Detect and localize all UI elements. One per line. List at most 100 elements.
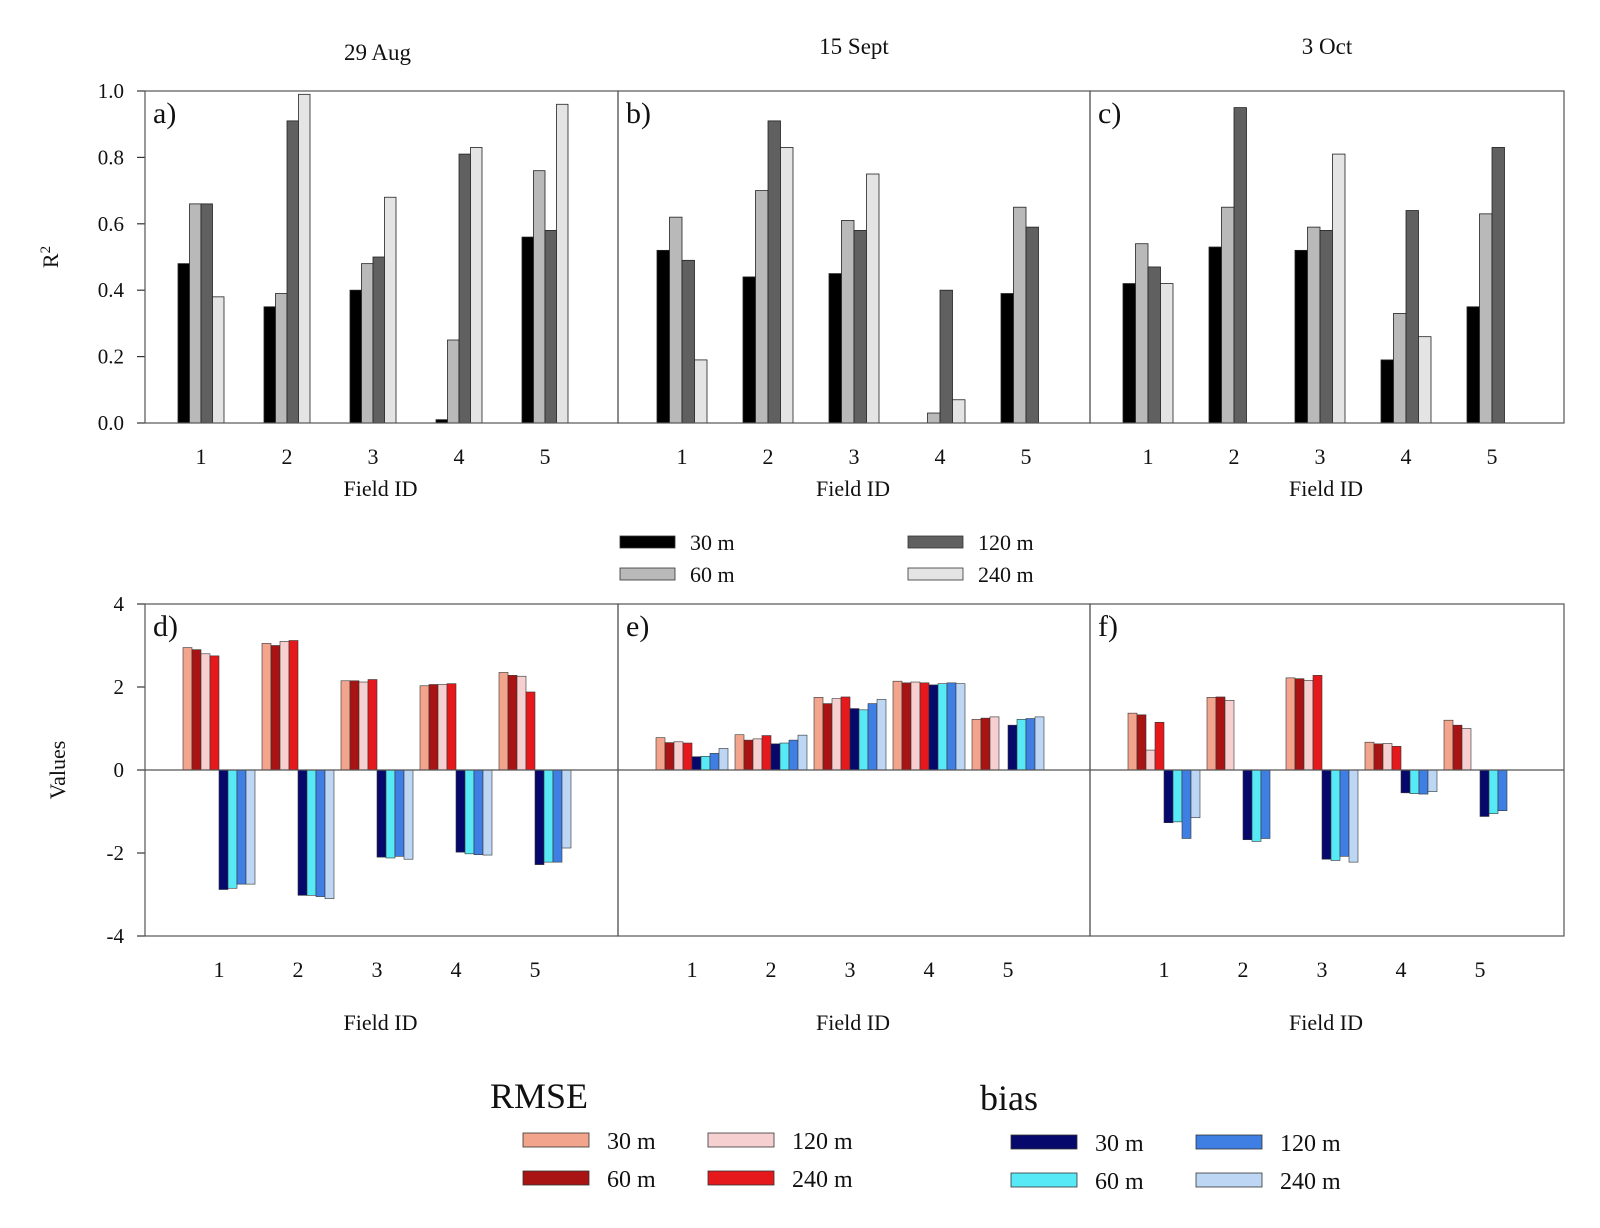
bias-bar-f-f1-240m: [1190, 769, 1201, 819]
r2-bar-c-f5-60m: [1479, 213, 1493, 424]
rmse-bar-e-f2-120m: [752, 738, 763, 771]
bias-bar-d-f2-30m: [297, 769, 308, 896]
bias-legend-swatch: [1195, 1172, 1263, 1188]
values-xtick-label: 5: [1475, 957, 1486, 982]
bias-bar-d-f2-60m: [306, 769, 317, 896]
r2-legend-swatch: [619, 567, 676, 581]
r2-bar-a-f3-120m: [372, 256, 385, 424]
r2-bar-a-f2-30m: [263, 306, 276, 424]
r2-bar-c-f4-120m: [1405, 210, 1419, 424]
values-xtick-label: 1: [687, 957, 698, 982]
bias-bar-e-f2-240m: [797, 734, 808, 771]
r2-xtick-label: 4: [935, 444, 946, 469]
r2-bar-c-f3-60m: [1307, 226, 1321, 424]
r2-xtick-label: 2: [763, 444, 774, 469]
rmse-bar-e-f3-240m: [840, 696, 851, 771]
r2-xtick-label: 4: [1401, 444, 1412, 469]
r2-bar-c-f4-30m: [1380, 359, 1394, 424]
rmse-bar-f-f4-240m: [1391, 746, 1402, 771]
r2-bar-c-f1-60m: [1135, 243, 1149, 424]
panel-label: e): [626, 610, 649, 643]
r2-bar-b-f5-30m: [1000, 293, 1014, 424]
r2-xtick-label: 2: [1229, 444, 1240, 469]
r2-bar-c-f1-30m: [1122, 283, 1136, 424]
rmse-bar-d-f2-240m: [288, 640, 299, 771]
values-xtick-label: 5: [530, 957, 541, 982]
bias-bar-d-f1-120m: [236, 769, 247, 885]
rmse-bar-f-f2-120m: [1224, 699, 1235, 771]
bias-bar-d-f4-120m: [473, 769, 484, 855]
rmse-bar-d-f5-120m: [516, 675, 527, 771]
rmse-bar-f-f2-60m: [1215, 696, 1226, 771]
bias-bar-f-f5-120m: [1497, 769, 1508, 811]
bias-bar-f-f1-60m: [1172, 769, 1183, 823]
rmse-legend-label: 240 m: [792, 1167, 853, 1193]
rmse-bar-d-f3-60m: [349, 680, 360, 771]
bias-legend-label: 30 m: [1095, 1131, 1144, 1157]
rmse-legend-label: 120 m: [792, 1129, 853, 1155]
bias-bar-f-f4-60m: [1409, 769, 1420, 794]
bias-bar-f-f1-30m: [1163, 769, 1174, 824]
r2-bar-c-f2-120m: [1233, 107, 1247, 424]
values-panel-f: f) 1 2 3 4 5 Field ID: [1089, 603, 1565, 1035]
r2-bar-a-f1-30m: [177, 263, 190, 424]
bias-bar-f-f5-30m: [1479, 769, 1490, 817]
values-xtick-label: 4: [924, 957, 935, 982]
r2-bar-a-f5-60m: [533, 170, 546, 424]
r2-legend-label: 30 m: [690, 530, 735, 555]
r2-bar-c-f3-30m: [1294, 249, 1308, 424]
bias-bar-f-f4-120m: [1418, 769, 1429, 795]
r2-legend-swatch: [619, 535, 676, 549]
r2-bar-c-f1-120m: [1147, 266, 1161, 424]
r2-panel-a: a) 1 2 3 4 5 Field ID: [144, 90, 619, 501]
r2-panel-frame: [1089, 90, 1565, 424]
r2-bar-a-f5-30m: [521, 236, 534, 424]
rmse-bar-e-f2-60m: [743, 739, 754, 771]
rmse-bar-e-f2-240m: [761, 735, 772, 771]
rmse-bar-e-f4-60m: [901, 682, 912, 771]
r2-bar-b-f5-60m: [1013, 206, 1027, 424]
bias-bar-f-f1-120m: [1181, 769, 1192, 839]
r2-bar-c-f5-120m: [1491, 147, 1505, 424]
bias-legend-swatch: [1195, 1134, 1263, 1150]
bias-bar-d-f3-120m: [394, 769, 405, 857]
bias-bar-f-f3-60m: [1330, 769, 1341, 861]
r2-panel-b: b) 1 2 3 4 5 Field ID: [617, 90, 1091, 501]
r2-bar-b-f2-240m: [780, 147, 794, 424]
values-xlabel: Field ID: [816, 1010, 890, 1035]
values-ylabel: Values: [45, 741, 70, 800]
rmse-bar-f-f4-120m: [1382, 743, 1393, 771]
bias-bar-d-f5-60m: [543, 769, 554, 863]
values-ytick-label: -4: [107, 924, 125, 948]
rmse-bar-d-f4-120m: [437, 684, 448, 771]
rmse-legend-label: 60 m: [607, 1167, 656, 1193]
bias-legend-swatch: [1010, 1172, 1078, 1188]
bias-legend-swatch: [1010, 1134, 1078, 1150]
bias-bar-e-f3-120m: [867, 703, 878, 771]
bias-bar-e-f1-120m: [709, 753, 720, 771]
r2-xtick-label: 4: [454, 444, 465, 469]
r2-bar-a-f4-120m: [458, 153, 471, 424]
r2-ylabel: R2: [38, 246, 63, 268]
r2-bar-b-f4-120m: [939, 289, 953, 424]
values-xtick-label: 2: [293, 957, 304, 982]
values-ytick-label: 0: [114, 758, 125, 782]
r2-legend-swatch: [907, 535, 964, 549]
rmse-bar-f-f1-120m: [1145, 749, 1156, 771]
rmse-bar-f-f1-240m: [1154, 721, 1165, 771]
r2-xtick-label: 5: [540, 444, 551, 469]
r2-bar-b-f1-60m: [669, 216, 683, 424]
bias-bar-d-f5-30m: [534, 769, 545, 865]
bias-bar-f-f5-60m: [1488, 769, 1499, 814]
r2-bar-c-f2-60m: [1221, 206, 1235, 424]
rmse-bar-e-f1-60m: [664, 742, 675, 771]
rmse-bar-e-f5-30m: [971, 719, 982, 771]
bias-bar-e-f5-240m: [1034, 716, 1045, 771]
r2-bar-c-f1-240m: [1160, 283, 1174, 424]
bias-bar-d-f1-60m: [227, 769, 238, 889]
bias-bar-e-f5-60m: [1016, 719, 1027, 771]
panel-label: a): [153, 97, 176, 130]
r2-bar-a-f2-120m: [286, 120, 299, 424]
rmse-bar-d-f3-120m: [358, 681, 369, 771]
